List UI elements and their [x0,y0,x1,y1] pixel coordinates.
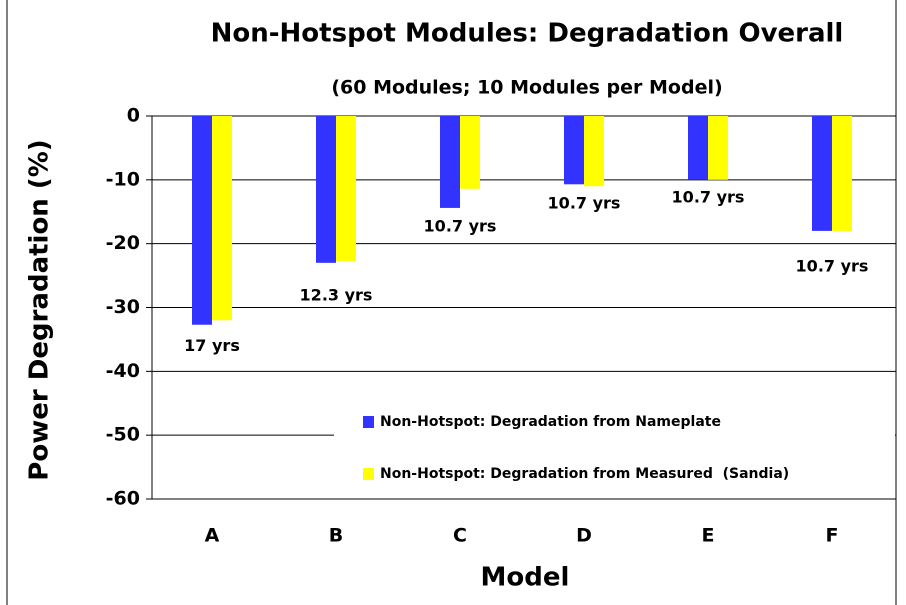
annotation: 10.7 yrs [672,187,745,206]
legend-label: Non-Hotspot: Degradation from Measured (… [380,466,789,482]
y-tick-label: -20 [106,232,140,254]
y-tick-label: -60 [106,488,140,510]
y-tick-label: -40 [106,360,140,382]
x-tick-label: E [702,525,715,547]
legend-box [334,400,895,494]
bar [440,116,460,208]
annotation: 10.7 yrs [424,216,497,235]
chart-subtitle: (60 Modules; 10 Modules per Model) [331,77,722,99]
x-axis-label: Model [481,563,570,593]
bar [584,116,604,187]
x-tick-label: C [453,525,467,547]
y-tick-label: 0 [127,105,140,127]
bar [192,116,212,325]
x-tick-label: F [826,525,839,547]
legend-label: Non-Hotspot: Degradation from Nameplate [380,414,721,430]
annotation: 17 yrs [184,336,240,355]
x-tick-label: B [329,525,343,547]
y-tick-label: -10 [106,168,140,190]
x-tick-label: A [205,525,220,547]
bar [832,116,852,231]
legend-swatch [363,416,374,428]
y-axis-label: Power Degradation (%) [25,139,55,480]
bar [460,116,480,189]
bar [708,116,728,180]
bar [212,116,232,321]
y-tick-label: -30 [106,296,140,318]
annotation: 10.7 yrs [796,256,869,275]
chart-title: Non-Hotspot Modules: Degradation Overall [211,19,844,49]
bar [812,116,832,231]
bar [316,116,336,263]
x-tick-label: D [576,525,592,547]
legend-swatch [363,468,374,480]
annotation: 12.3 yrs [300,285,373,304]
bar [336,116,356,261]
bar [564,116,584,185]
annotation: 10.7 yrs [548,194,621,213]
y-tick-label: -50 [106,424,140,446]
bar [688,116,708,180]
